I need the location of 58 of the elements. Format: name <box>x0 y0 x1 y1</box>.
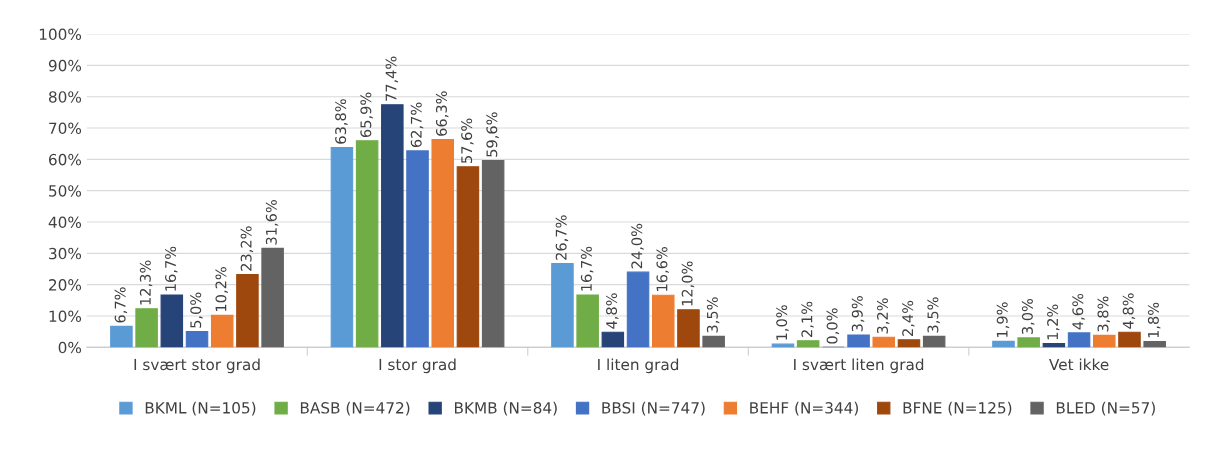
x-tick-label: I svært stor grad <box>134 358 260 374</box>
legend-label: BKMB (N=84) <box>454 401 557 416</box>
legend-label: BLED (N=57) <box>1056 401 1155 416</box>
data-label: 4,6% <box>1072 293 1085 330</box>
y-tick-label: 80% <box>48 91 82 103</box>
legend-label: BFNE (N=125) <box>903 401 1012 416</box>
y-tick-label: 50% <box>49 185 82 197</box>
legend-label: BASB (N=472) <box>300 401 410 416</box>
data-label: 3,5% <box>706 297 720 333</box>
data-label: 5,0% <box>190 292 203 328</box>
data-label: 23,2% <box>240 226 254 271</box>
data-label: 59,6% <box>486 112 499 157</box>
data-label: 1,9% <box>996 302 1010 337</box>
y-tick-label: 70% <box>49 122 82 135</box>
data-label: 31,6% <box>265 200 279 245</box>
legend-label: BBSI (N=747) <box>602 401 705 416</box>
data-label: 4,8% <box>1122 293 1136 329</box>
y-tick-label: 30% <box>49 247 82 260</box>
x-tick-label: I svært liten grad <box>794 358 924 374</box>
data-label: 3,0% <box>1021 298 1035 335</box>
data-label: 12,3% <box>139 260 153 305</box>
data-label: 62,7% <box>410 102 424 148</box>
data-label: 2,4% <box>902 300 915 336</box>
x-tick-label: Vet ikke <box>1049 358 1109 371</box>
data-label: 3,2% <box>876 298 890 334</box>
data-label: 16,7% <box>165 246 178 291</box>
data-label: 3,8% <box>1097 296 1110 332</box>
x-tick-label: I liten grad <box>598 358 679 374</box>
data-label: 77,4% <box>385 56 399 101</box>
data-label: 24,0% <box>631 223 644 269</box>
y-tick-label: 60% <box>49 153 82 166</box>
data-label: 12,0% <box>681 261 695 306</box>
data-label: 57,6% <box>461 118 474 163</box>
data-label: 0,0% <box>826 308 840 344</box>
y-tick-label: 20% <box>49 279 82 291</box>
data-label: 1,8% <box>1147 302 1161 338</box>
data-label: 3,5% <box>927 297 940 333</box>
data-label: 10,2% <box>215 267 228 311</box>
data-label: 26,7% <box>555 215 569 260</box>
data-label: 1,0% <box>776 305 789 340</box>
legend-label: BEHF (N=344) <box>750 401 858 416</box>
y-tick-label: 100% <box>39 28 82 41</box>
y-tick-label: 10% <box>49 310 82 323</box>
data-label: 66,3% <box>435 91 449 136</box>
y-tick-label: 0% <box>58 341 82 354</box>
data-label: 4,8% <box>606 293 619 329</box>
x-tick-label: I stor grad <box>379 358 456 374</box>
data-label: 3,9% <box>851 296 865 332</box>
data-label: 63,8% <box>335 99 348 144</box>
y-tick-label: 40% <box>48 216 82 229</box>
data-label: 2,1% <box>801 301 814 337</box>
data-label: 65,9% <box>360 92 373 138</box>
data-label: 6,7% <box>114 287 128 323</box>
y-tick-label: 90% <box>48 59 82 72</box>
data-label: 16,7% <box>580 246 594 291</box>
data-label: 1,2% <box>1047 304 1060 340</box>
data-label: 16,6% <box>656 247 669 291</box>
legend-label: BKML (N=105) <box>145 401 256 416</box>
